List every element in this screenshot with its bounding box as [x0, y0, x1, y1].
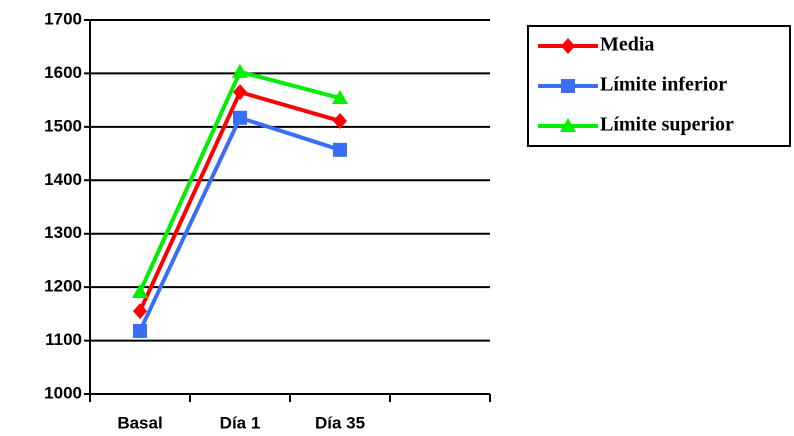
y-tick-label: 1300 [44, 223, 82, 242]
y-tick-label: 1500 [44, 116, 82, 135]
data-point [233, 84, 247, 101]
x-tick-label: Basal [117, 413, 162, 432]
data-point [332, 90, 348, 105]
legend-marker [561, 38, 575, 54]
data-point [333, 142, 347, 157]
legend-marker [561, 79, 575, 93]
legend-label: Límite superior [600, 114, 734, 136]
legend-label: Límite inferior [600, 74, 727, 96]
y-tick-label: 1200 [44, 277, 82, 296]
data-point [232, 63, 248, 78]
y-tick-label: 1700 [44, 9, 82, 28]
legend-marker [560, 118, 576, 132]
data-point [333, 112, 347, 129]
legend-label: Media [600, 34, 654, 56]
data-point [133, 303, 147, 320]
x-tick-label: Día 1 [220, 413, 261, 432]
y-tick-label: 1000 [44, 383, 82, 402]
series-line [138, 89, 341, 313]
y-tick-label: 1600 [44, 63, 82, 82]
data-point [132, 283, 148, 298]
data-point [233, 110, 247, 125]
y-tick-label: 1400 [44, 170, 82, 189]
x-tick-label: Día 35 [315, 413, 365, 432]
data-point [133, 323, 147, 338]
series-line [138, 69, 341, 293]
y-tick-label: 1100 [45, 330, 82, 349]
